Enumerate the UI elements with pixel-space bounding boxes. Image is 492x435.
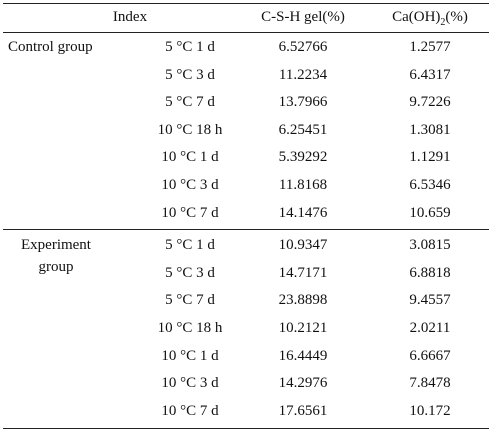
condition: 10 °C 18 h — [157, 121, 223, 138]
caoh-value: 6.5346 — [409, 177, 451, 193]
caoh-value: 9.4557 — [409, 292, 451, 309]
caoh-value: 6.8818 — [409, 264, 451, 281]
condition: 10 °C 18 h — [157, 320, 223, 336]
caoh-value: 7.8478 — [409, 375, 451, 392]
bottom-rule — [3, 428, 489, 430]
group-name: Experiment group — [21, 237, 91, 276]
csh-value: 14.7171 — [278, 264, 328, 281]
condition: 10 °C 1 d — [161, 347, 219, 364]
condition: 10 °C 1 d — [161, 149, 219, 166]
csh-value: 10.2121 — [278, 320, 328, 336]
header-caoh-main: Ca(OH) — [392, 9, 441, 25]
caoh-value: 2.0211 — [409, 320, 451, 336]
header-index: Index — [112, 9, 148, 25]
csh-value: 17.6561 — [278, 402, 328, 419]
header-csh: C-S-H gel(%) — [261, 9, 345, 25]
caoh-value: 3.0815 — [409, 237, 451, 254]
caoh-value: 6.6667 — [409, 347, 451, 364]
csh-value: 6.25451 — [278, 121, 328, 138]
condition: 10 °C 3 d — [161, 375, 219, 392]
condition: 5 °C 3 d — [165, 66, 215, 83]
csh-value: 13.7966 — [278, 94, 328, 111]
group-rule — [3, 229, 489, 231]
csh-value: 6.52766 — [278, 39, 328, 55]
caoh-value: 1.1291 — [409, 149, 451, 166]
header-rule — [3, 32, 489, 33]
csh-value: 16.4449 — [278, 347, 328, 364]
header-caoh-sub: 2 — [440, 17, 446, 28]
csh-value: 23.8898 — [278, 292, 328, 309]
csh-value: 11.8168 — [278, 177, 328, 193]
csh-value: 10.9347 — [278, 237, 328, 254]
group-name: Control group — [8, 39, 93, 55]
header-caoh-tail: (%) — [445, 9, 468, 25]
condition: 10 °C 7 d — [161, 204, 219, 221]
condition: 5 °C 7 d — [165, 94, 215, 111]
header-caoh: Ca(OH)2(%) — [375, 7, 485, 28]
csh-value: 14.2976 — [278, 375, 328, 392]
csh-value: 5.39292 — [278, 149, 328, 166]
caoh-value: 6.4317 — [409, 66, 451, 83]
condition: 5 °C 1 d — [165, 237, 215, 254]
csh-value: 11.2234 — [278, 66, 328, 83]
caoh-value: 1.2577 — [409, 39, 451, 55]
condition: 5 °C 7 d — [165, 292, 215, 309]
condition: 10 °C 7 d — [161, 402, 219, 419]
condition: 5 °C 1 d — [165, 39, 215, 55]
caoh-value: 9.7226 — [409, 94, 451, 111]
caoh-value: 1.3081 — [409, 121, 451, 138]
caoh-value: 10.659 — [409, 204, 451, 221]
condition: 5 °C 3 d — [165, 264, 215, 281]
top-rule — [3, 3, 489, 4]
csh-value: 14.1476 — [278, 204, 328, 221]
caoh-value: 10.172 — [409, 402, 451, 419]
condition: 10 °C 3 d — [161, 177, 219, 193]
